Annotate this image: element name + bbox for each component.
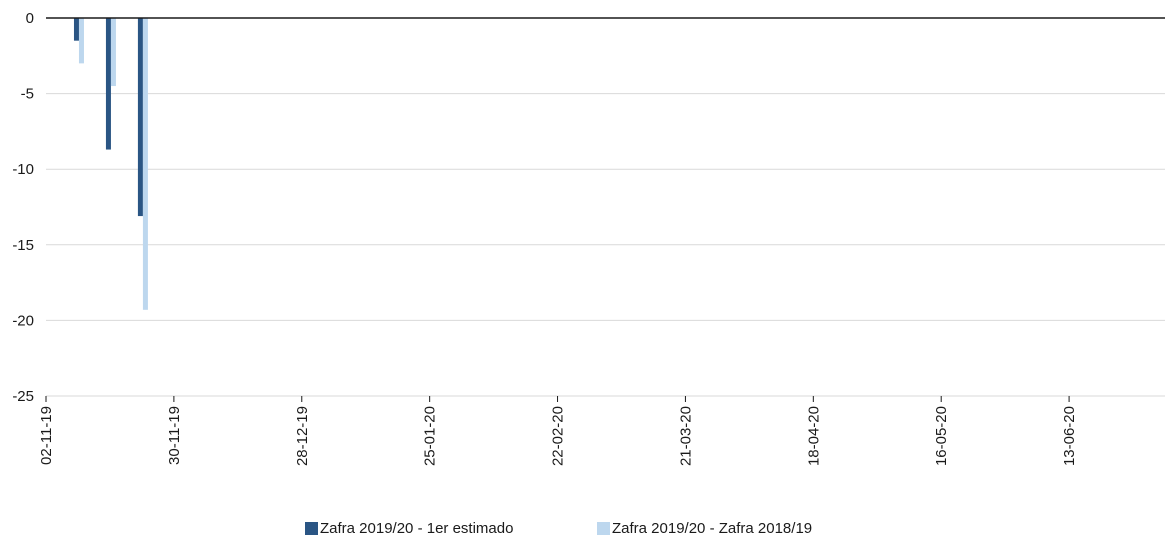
bar-series-1 xyxy=(138,18,143,216)
bar-series-2 xyxy=(79,18,84,63)
legend-item-series-1: Zafra 2019/20 - 1er estimado xyxy=(305,520,513,537)
x-tick-label: 30-11-19 xyxy=(166,406,183,465)
bar-series-2 xyxy=(143,18,148,310)
x-tick-label: 22-02-20 xyxy=(550,406,567,466)
bar-series-1 xyxy=(106,18,111,150)
x-tick-label: 16-05-20 xyxy=(933,406,950,466)
legend-swatch-series-1 xyxy=(305,522,318,535)
legend-item-series-2: Zafra 2019/20 - Zafra 2018/19 xyxy=(597,520,812,537)
x-tick-label: 18-04-20 xyxy=(805,406,822,466)
y-tick-label: -25 xyxy=(12,388,34,405)
y-tick-label: -20 xyxy=(12,312,34,329)
x-tick-label: 02-11-19 xyxy=(38,406,55,465)
y-tick-label: 0 xyxy=(26,10,34,27)
x-tick-label: 13-06-20 xyxy=(1061,406,1078,466)
y-tick-label: -15 xyxy=(12,237,34,254)
x-tick-label: 21-03-20 xyxy=(677,406,694,466)
legend-label-series-2: Zafra 2019/20 - Zafra 2018/19 xyxy=(612,520,812,537)
x-tick-label: 28-12-19 xyxy=(294,406,311,466)
y-tick-label: -10 xyxy=(12,161,34,178)
x-tick-label: 25-01-20 xyxy=(422,406,439,466)
bar-series-2 xyxy=(111,18,116,86)
legend-label-series-1: Zafra 2019/20 - 1er estimado xyxy=(320,520,513,537)
bar-series-1 xyxy=(74,18,79,41)
legend-swatch-series-2 xyxy=(597,522,610,535)
legend: Zafra 2019/20 - 1er estimado Zafra 2019/… xyxy=(0,520,1169,540)
y-tick-label: -5 xyxy=(21,86,34,103)
